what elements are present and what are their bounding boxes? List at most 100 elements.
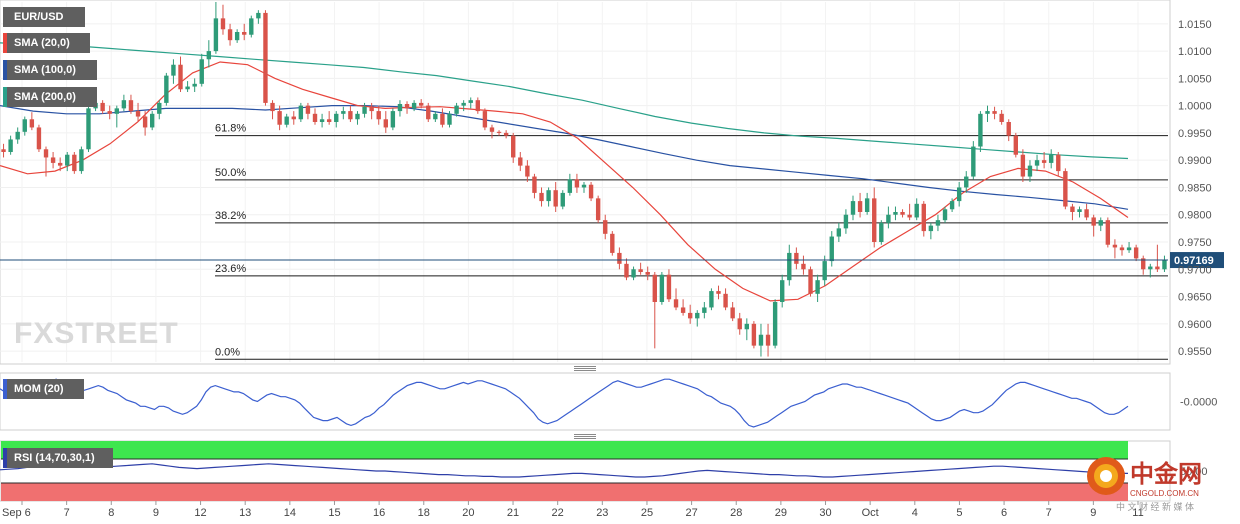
candle-body: [355, 113, 360, 120]
candle-body: [503, 132, 509, 136]
candle-body: [369, 106, 374, 112]
candle-body: [730, 307, 735, 319]
candle-body: [879, 222, 884, 242]
current-price-tag: [1170, 252, 1224, 269]
fib-level-label: 38.2%: [215, 210, 246, 222]
candle-body: [815, 280, 820, 294]
candle-body: [242, 32, 247, 35]
candle: [857, 192, 863, 218]
candle-body: [624, 263, 629, 278]
legend-mom[interactable]: MOM (20): [3, 379, 84, 399]
time-tick-label: 15: [328, 507, 340, 519]
current-price-label: 0.97169: [1174, 255, 1214, 267]
candle: [397, 100, 403, 117]
candle: [737, 312, 742, 335]
candle-body: [610, 233, 615, 253]
cngold-domain: CNGOLD.COM.CN: [1130, 489, 1199, 498]
candle-body: [206, 51, 212, 60]
time-tick-label: 14: [284, 507, 296, 519]
candle: [36, 124, 42, 152]
candle-body: [29, 119, 35, 128]
candle-body: [511, 135, 516, 158]
legend-sma100[interactable]: SMA (100,0): [3, 60, 97, 80]
candle: [482, 108, 488, 131]
price-tick-label: 0.9750: [1178, 237, 1212, 249]
candle-body: [921, 203, 926, 232]
candle: [1162, 255, 1167, 272]
time-tick-label: 11: [1132, 507, 1143, 519]
candle-body: [737, 318, 742, 330]
legend-pair[interactable]: EUR/USD: [3, 7, 85, 27]
candle: [645, 266, 650, 281]
candle: [758, 323, 764, 357]
pane-resize-handle-2[interactable]: [574, 434, 596, 439]
candle: [1148, 263, 1153, 278]
candle: [199, 53, 204, 87]
legend-sma20[interactable]: SMA (20,0): [3, 33, 90, 53]
candle: [1070, 203, 1075, 221]
candle-body: [1013, 135, 1019, 155]
candle: [475, 97, 481, 114]
legend-sma100-swatch: [3, 60, 7, 80]
candle: [787, 244, 792, 286]
candle-body: [652, 274, 657, 302]
sma-lines: [0, 42, 1129, 302]
price-tick-label: 0.9600: [1178, 319, 1212, 331]
price-tick-label: 1.0050: [1178, 73, 1212, 85]
candle-body: [1126, 247, 1132, 251]
candle-body: [843, 214, 849, 229]
candle-body: [249, 18, 254, 35]
candle: [518, 152, 523, 172]
candle-body: [142, 116, 148, 128]
time-tick-label: 9: [1090, 507, 1096, 519]
candle: [978, 111, 983, 152]
candle-body: [942, 209, 948, 221]
time-tick-label: 20: [462, 507, 474, 519]
candle-body: [567, 179, 573, 193]
price-tick-label: 1.0100: [1178, 46, 1212, 58]
candle-body: [319, 119, 325, 122]
candle: [57, 157, 63, 172]
candle: [532, 173, 537, 199]
fibonacci-levels: 61.8% 50.0% 38.2% 23.6% 0.0%: [215, 123, 1168, 360]
candle: [687, 304, 693, 324]
candle: [312, 108, 318, 125]
candle: [801, 255, 806, 275]
legend-rsi[interactable]: RSI (14,70,30,1): [3, 448, 113, 468]
candle: [956, 182, 962, 207]
candle-body: [702, 307, 707, 313]
candle-body: [1162, 260, 1167, 270]
candle: [638, 262, 643, 275]
candle-body: [72, 154, 77, 172]
candle-body: [312, 113, 318, 122]
candle: [227, 23, 233, 46]
candle: [843, 209, 849, 234]
candle: [723, 288, 728, 311]
candles: [1, 2, 1167, 357]
legend-sma200[interactable]: SMA (200,0): [3, 87, 97, 107]
candle: [546, 187, 551, 207]
candle: [680, 299, 686, 316]
candle: [249, 15, 254, 38]
candle: [822, 255, 827, 286]
candle-body: [695, 312, 700, 319]
candle: [468, 97, 473, 109]
candle-body: [1020, 154, 1026, 177]
candle: [1056, 152, 1061, 177]
fib-level-label: 50.0%: [215, 167, 246, 179]
candle: [100, 100, 105, 114]
candle-body: [864, 198, 870, 212]
price-tick-label: 0.9900: [1178, 155, 1212, 167]
candle-body: [914, 203, 919, 218]
candle: [695, 310, 700, 327]
candle-body: [971, 146, 976, 177]
candle-body: [801, 263, 806, 270]
time-tick-label: 4: [912, 507, 918, 519]
candle: [65, 152, 70, 172]
candle-body: [836, 228, 842, 237]
candle-body: [765, 334, 771, 346]
cngold-chinese-name: 中金网: [1130, 460, 1202, 488]
pane-resize-handle-1[interactable]: [574, 366, 596, 371]
candle-body: [468, 100, 473, 103]
